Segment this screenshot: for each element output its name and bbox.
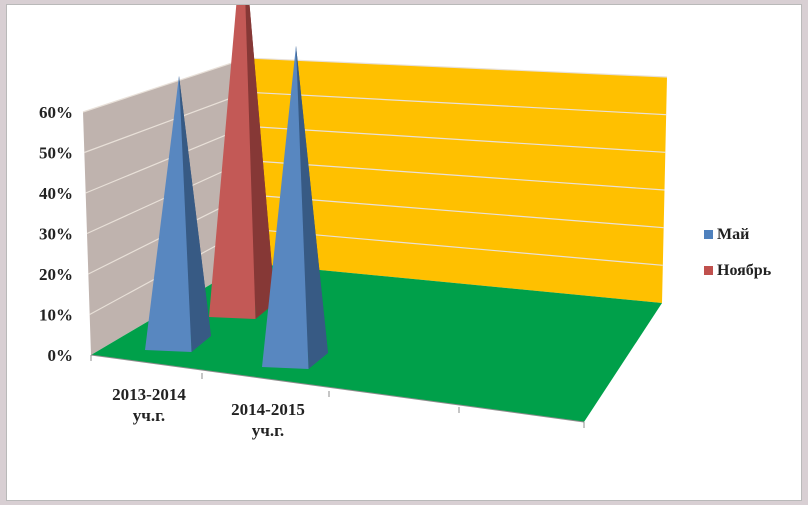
pyramid-side-face (296, 45, 328, 369)
pyramid-side-face (245, 5, 275, 319)
x-category-label: 2013-2014 уч.г. (112, 385, 186, 425)
pyramid-front-face (209, 5, 256, 319)
legend-label: Ноябрь (717, 262, 772, 279)
chart-plot: 0% 10% 20% 30% 40% 50% 60% 2013-2014 уч.г. 2014-… (39, 5, 772, 440)
y-tick-label: 0% (48, 346, 74, 365)
chart-frame: 0% 10% 20% 30% 40% 50% 60% 2013-2014 уч.г. 2014-… (6, 4, 802, 501)
pyramid-side-face (179, 76, 211, 352)
y-tick-label: 40% (39, 184, 73, 203)
legend-swatch (704, 266, 713, 275)
legend-swatch (704, 230, 713, 239)
y-tick-label: 30% (39, 225, 73, 244)
y-tick-label: 10% (39, 306, 73, 325)
pyramid-may-2014 (262, 45, 328, 369)
y-tick-label: 20% (39, 265, 73, 284)
pyramid-noyabr-2013 (209, 5, 275, 319)
y-tick-label: 50% (39, 144, 73, 163)
pyramid-front-face (262, 45, 309, 369)
x-axis-line (90, 354, 585, 423)
pyramid-front-face (145, 76, 192, 352)
x-category-label: 2014-2015 уч.г. (231, 400, 305, 440)
back-wall (247, 58, 667, 303)
pyramid-may-2013 (145, 76, 211, 352)
y-tick-label: 60% (39, 103, 73, 122)
legend-label: Май (717, 226, 749, 243)
